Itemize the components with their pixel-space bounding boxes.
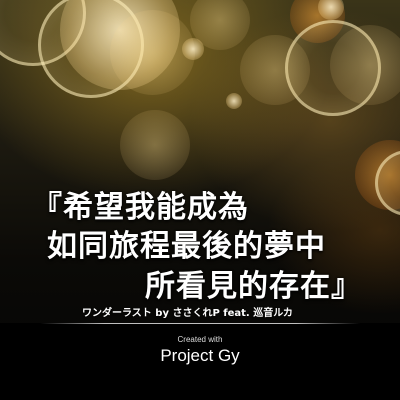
bokeh-circle xyxy=(38,0,144,98)
lyric-line-2: 如同旅程最後的夢中 xyxy=(47,229,326,264)
lyric-line-1: 『希望我能成為 xyxy=(32,190,249,225)
bokeh-circle xyxy=(182,38,204,60)
created-with-label: Created with xyxy=(177,335,223,344)
bokeh-circle xyxy=(285,20,381,116)
lyric-line-3: 所看見的存在』 xyxy=(145,269,362,304)
bokeh-circle xyxy=(110,10,195,95)
footer: Created with Project Gy xyxy=(0,323,400,400)
bokeh-circle xyxy=(226,93,242,109)
brand-name: Project Gy xyxy=(160,346,240,365)
bokeh-circle xyxy=(330,25,400,105)
song-credit: ワンダーラスト by ささくれP feat. 巡音ルカ xyxy=(82,308,293,319)
bokeh-circle xyxy=(318,0,344,20)
divider xyxy=(40,323,360,324)
bokeh-circle xyxy=(120,110,190,180)
bokeh-circle xyxy=(240,35,310,105)
